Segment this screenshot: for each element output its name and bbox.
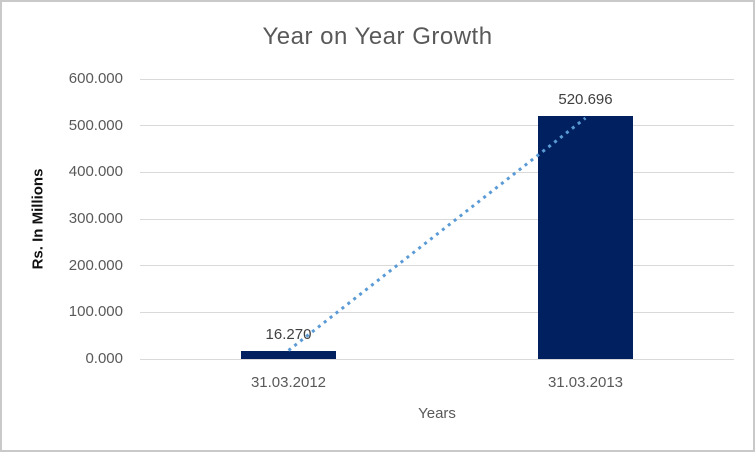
- value-label: 16.270: [265, 326, 312, 344]
- gridline: [140, 78, 734, 80]
- x-tick-label: 31.03.2012: [250, 374, 327, 391]
- x-tick-label: 31.03.2013: [547, 374, 624, 391]
- y-tick-label: 0.000: [85, 350, 123, 367]
- y-tick-label: 200.000: [68, 256, 123, 274]
- chart-title: Year on Year Growth: [262, 23, 493, 50]
- bar-31.03.2013: [538, 116, 633, 359]
- y-tick-label: 300.000: [68, 210, 123, 227]
- y-tick-label: 400.000: [68, 163, 123, 181]
- bar-31.03.2012: [241, 351, 336, 359]
- gridline: [140, 125, 734, 127]
- gridline: [140, 265, 734, 267]
- gridline: [140, 171, 734, 173]
- y-tick-label: 100.000: [68, 303, 123, 321]
- y-tick-label: 500.000: [68, 116, 123, 134]
- gridline: [140, 358, 734, 360]
- gridline: [140, 311, 734, 313]
- y-tick-label: 600.000: [68, 70, 123, 87]
- x-axis-title: Years: [418, 405, 456, 422]
- value-label: 520.696: [558, 91, 613, 108]
- gridline: [140, 218, 734, 220]
